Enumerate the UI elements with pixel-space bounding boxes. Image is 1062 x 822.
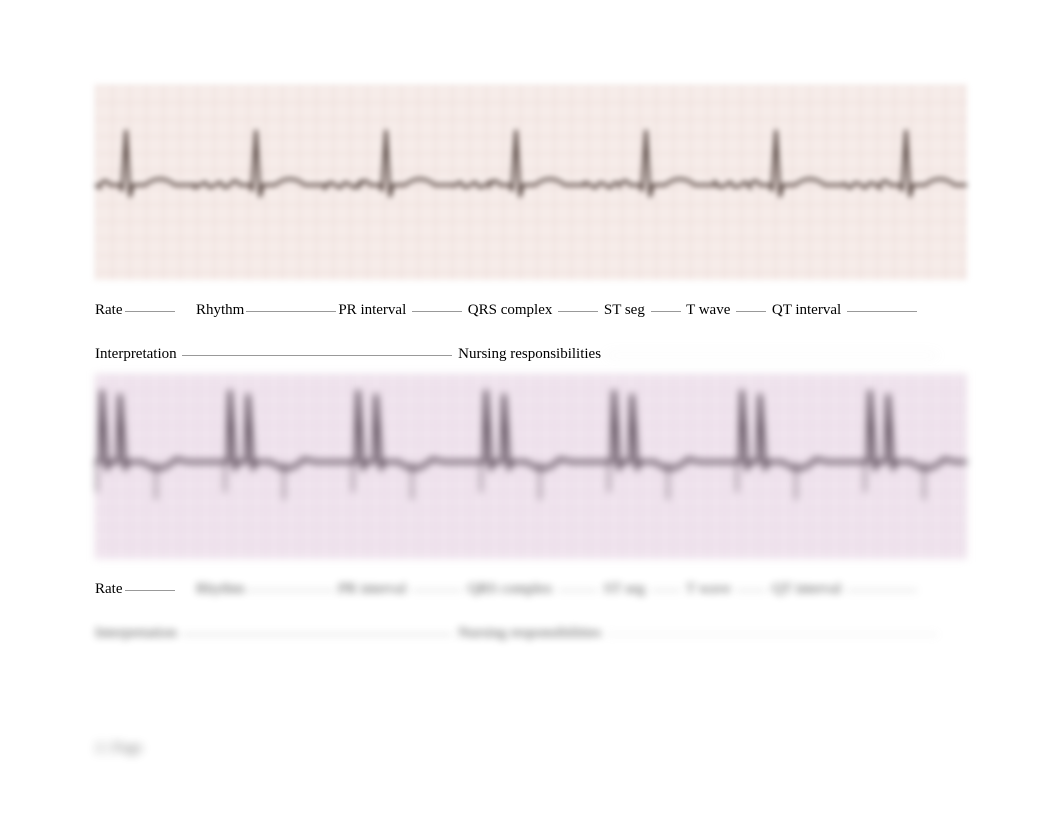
st-blank-2[interactable] (651, 590, 681, 591)
pr-label: PR interval (338, 302, 406, 318)
twave-label-2: T wave (686, 581, 730, 597)
form-row-4: Interpretation Nursing responsibilities (95, 621, 967, 645)
interpretation-blank-2[interactable] (182, 634, 452, 635)
qt-blank[interactable] (847, 311, 917, 312)
ecg-trace-2 (95, 374, 967, 559)
form-row-2: Interpretation Nursing responsibilities (95, 342, 967, 366)
page-footer: 2 | Page (95, 740, 142, 757)
rhythm-label-2: Rhythm (196, 581, 244, 597)
rate-label: Rate (95, 302, 123, 318)
ecg-strip-1 (95, 85, 967, 280)
qt-label-2: QT interval (772, 581, 841, 597)
twave-blank-2[interactable] (736, 590, 766, 591)
qrs-blank[interactable] (558, 311, 598, 312)
twave-blank[interactable] (736, 311, 766, 312)
interpretation-label-2: Interpretation (95, 625, 177, 641)
nursing-label: Nursing responsibilities (458, 346, 601, 362)
st-blank[interactable] (651, 311, 681, 312)
form-row-1: Rate Rhythm PR interval QRS complex ST se… (95, 298, 967, 322)
rate-blank[interactable] (125, 311, 175, 312)
pr-label-2: PR interval (338, 581, 406, 597)
rate-label-2: Rate (95, 581, 123, 597)
nursing-blank[interactable] (607, 355, 937, 356)
qrs-blank-2[interactable] (558, 590, 598, 591)
st-label: ST seg (604, 302, 645, 318)
form-row-3: Rate Rhythm PR interval QRS complex ST se… (95, 577, 967, 601)
rhythm-label: Rhythm (196, 302, 244, 318)
ecg-strip-2 (95, 374, 967, 559)
nursing-label-2: Nursing responsibilities (458, 625, 601, 641)
rate-blank-2[interactable] (125, 590, 175, 591)
interpretation-blank[interactable] (182, 355, 452, 356)
nursing-blank-2[interactable] (607, 634, 937, 635)
qrs-label-2: QRS complex (468, 581, 553, 597)
qt-label: QT interval (772, 302, 841, 318)
rhythm-blank[interactable] (246, 311, 336, 312)
rhythm-blank-2[interactable] (246, 590, 336, 591)
qrs-label: QRS complex (468, 302, 553, 318)
twave-label: T wave (686, 302, 730, 318)
st-label-2: ST seg (604, 581, 645, 597)
interpretation-label: Interpretation (95, 346, 177, 362)
pr-blank-2[interactable] (412, 590, 462, 591)
ecg-trace-1 (95, 85, 967, 280)
pr-blank[interactable] (412, 311, 462, 312)
qt-blank-2[interactable] (847, 590, 917, 591)
